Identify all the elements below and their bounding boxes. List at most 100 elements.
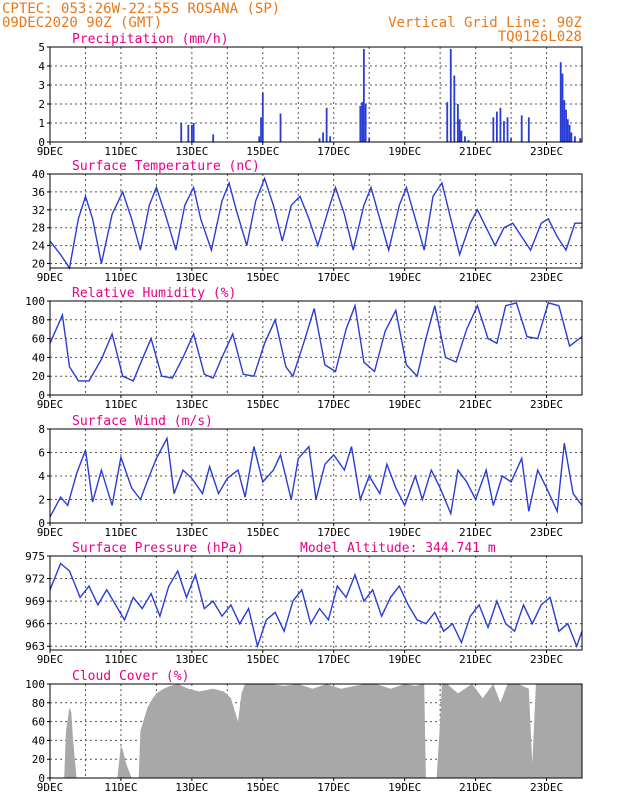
wind-line	[49, 436, 583, 518]
precipitation-bar	[467, 140, 470, 142]
y-tick-label: 2	[38, 98, 45, 111]
precipitation-bar	[318, 138, 321, 142]
y-tick-label: 28	[32, 222, 45, 235]
precipitation-bar	[260, 117, 262, 142]
x-tick-label: 9DEC	[37, 271, 64, 284]
x-tick-label: 17DEC	[317, 145, 350, 158]
x-tick-label: 9DEC	[37, 145, 64, 158]
header-location: ROSANA (SP)	[187, 1, 281, 17]
precipitation-bar	[446, 102, 449, 142]
precipitation-bar	[261, 92, 264, 142]
y-tick-label: 6	[38, 447, 45, 460]
precipitation-bar	[566, 119, 569, 142]
humidity-line	[49, 302, 583, 382]
x-tick-label: 11DEC	[104, 781, 137, 794]
y-tick-label: 100	[25, 295, 45, 308]
x-tick-label: 15DEC	[246, 145, 279, 158]
precipitation-bar	[258, 136, 261, 142]
y-tick-label: 4	[38, 470, 45, 483]
precipitation-bar	[368, 138, 371, 142]
y-tick-label: 5	[38, 41, 45, 54]
y-tick-label: 80	[32, 314, 45, 327]
precipitation-bar	[570, 132, 573, 142]
precipitation-title: Precipitation (mm/h)	[72, 32, 229, 47]
plot-frame	[49, 300, 583, 396]
y-tick-label: 36	[32, 186, 45, 199]
x-tick-label: 21DEC	[459, 526, 492, 539]
precipitation-bar	[460, 130, 463, 142]
precipitation-bar	[456, 104, 459, 142]
precipitation-bar	[563, 100, 566, 142]
x-tick-label: 23DEC	[530, 781, 563, 794]
precipitation-bar	[453, 75, 456, 142]
humidity-panel: 0 20 40 60 80 100 9DEC 11DEC 13DEC 15DEC 17DEC 19DE…	[25, 286, 583, 411]
x-tick-label: 19DEC	[388, 398, 421, 411]
precipitation-bar	[503, 121, 505, 142]
y-tick-label: 1	[38, 117, 45, 130]
y-tick-label: 969	[25, 595, 45, 608]
precipitation-bar	[362, 48, 365, 142]
precipitation-bar	[464, 136, 466, 142]
x-tick-label: 15DEC	[246, 398, 279, 411]
x-tick-label: 15DEC	[246, 526, 279, 539]
x-tick-label: 11DEC	[104, 526, 137, 539]
x-tick-label: 15DEC	[246, 271, 279, 284]
precipitation-bar	[187, 124, 190, 142]
x-tick-label: 13DEC	[175, 398, 208, 411]
y-tick-label: 0	[38, 389, 45, 402]
temperature-line	[49, 176, 582, 270]
x-tick-label: 23DEC	[530, 398, 563, 411]
y-tick-label: 972	[25, 573, 45, 586]
precipitation-bar	[325, 107, 328, 142]
y-tick-label: 3	[38, 79, 45, 92]
header-coords: 053:26W-22:55S	[61, 1, 180, 17]
temperature-panel: 20 24 28 32 36 40 9DEC 11DEC 13DEC 15DEC 17DEC 19DE…	[32, 159, 583, 284]
wind-title: Surface Wind (m/s)	[72, 414, 213, 429]
header-source: CPTEC:	[2, 1, 53, 17]
precipitation-bar	[192, 123, 195, 142]
precipitation-bar	[568, 124, 571, 142]
pressure-title: Surface Pressure (hPa)	[72, 541, 244, 556]
model-altitude-label: Model Altitude: 344.741 m	[300, 541, 496, 556]
y-tick-label: 40	[32, 168, 45, 181]
header-line-1: CPTEC: 053:26W-22:55S ROSANA (SP)	[2, 2, 280, 16]
y-tick-label: 0	[38, 517, 45, 530]
precipitation-panel: 0 1 2 3 4 5 9DEC 11DEC 13DEC 15DEC 17DEC 19DEC 21DEC…	[37, 32, 583, 158]
precipitation-bar	[565, 109, 567, 142]
cloud-title: Cloud Cover (%)	[72, 669, 189, 684]
precipitation-bar	[458, 119, 461, 142]
precipitation-bar	[492, 117, 495, 142]
cloud-panel: 0 20 40 60 80 100 9DEC 11DEC 13DEC 15DEC 17DEC 19DE…	[25, 669, 583, 794]
y-tick-label: 24	[32, 240, 46, 253]
precipitation-bar	[561, 73, 564, 142]
cloud-cover-area	[50, 684, 582, 778]
x-tick-label: 19DEC	[388, 526, 421, 539]
x-tick-label: 23DEC	[530, 145, 563, 158]
x-tick-label: 11DEC	[104, 145, 137, 158]
plot-frame	[49, 46, 583, 143]
x-tick-label: 15DEC	[246, 653, 279, 666]
precipitation-bar	[361, 102, 364, 142]
y-tick-label: 0	[38, 136, 45, 149]
x-tick-label: 21DEC	[459, 781, 492, 794]
x-tick-label: 23DEC	[530, 526, 563, 539]
x-tick-label: 19DEC	[388, 653, 421, 666]
pressure-line	[49, 562, 583, 649]
x-tick-label: 21DEC	[459, 398, 492, 411]
x-tick-label: 17DEC	[317, 526, 350, 539]
pressure-panel: 963 966 969 972 975 9DEC 11DEC 13DEC 15DEC 17DEC 1…	[25, 541, 583, 666]
y-tick-label: 20	[32, 753, 45, 766]
x-tick-label: 17DEC	[317, 398, 350, 411]
y-tick-label: 40	[32, 351, 45, 364]
x-tick-label: 9DEC	[37, 526, 64, 539]
precipitation-bar	[180, 123, 183, 142]
y-tick-label: 60	[32, 333, 45, 346]
x-tick-label: 13DEC	[175, 781, 208, 794]
x-tick-label: 21DEC	[459, 145, 492, 158]
x-tick-label: 17DEC	[317, 781, 350, 794]
x-tick-label: 21DEC	[459, 271, 492, 284]
x-tick-label: 23DEC	[530, 653, 563, 666]
precipitation-bar	[329, 136, 332, 142]
x-tick-label: 19DEC	[388, 145, 421, 158]
